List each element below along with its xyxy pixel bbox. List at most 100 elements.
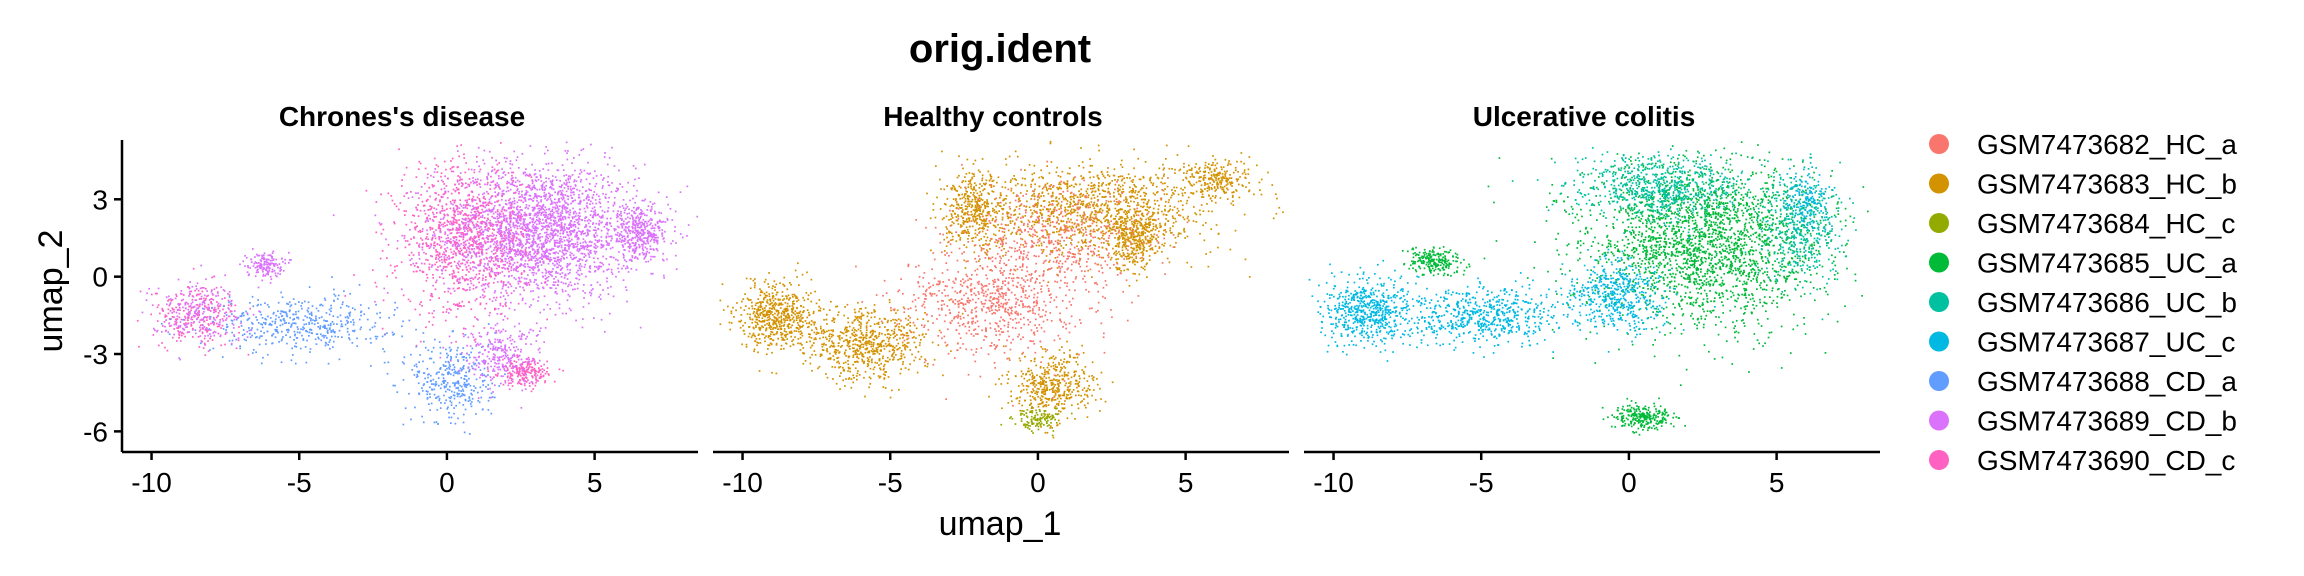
data-point [458,287,460,289]
data-point [508,181,510,184]
data-point [547,373,550,375]
data-point [467,214,470,216]
data-point [285,313,288,315]
data-point [512,223,515,226]
data-point [517,221,519,224]
data-point [476,208,478,210]
data-point [496,200,499,203]
data-point [526,358,529,360]
data-point [468,396,471,398]
data-point [386,257,388,259]
data-point [516,356,519,359]
data-point [510,207,512,210]
data-point [516,185,518,188]
data-point [600,174,602,176]
data-point [224,297,226,299]
data-point [308,317,311,319]
data-point [542,374,545,377]
data-point [511,181,514,184]
data-point [519,265,521,267]
data-point [572,258,575,261]
data-point [516,367,519,370]
data-point [201,331,204,334]
data-point [393,203,396,205]
data-point [470,229,473,232]
data-point [611,246,614,249]
data-point [617,188,619,191]
data-point [413,215,416,217]
data-point [290,326,292,328]
data-point [446,301,449,303]
data-point [526,185,529,188]
data-point [201,332,204,335]
data-point [332,329,334,331]
data-point [301,307,303,310]
data-point [542,227,544,230]
data-point [456,287,459,290]
data-point [525,192,528,194]
data-point [553,211,555,214]
data-point [555,272,557,274]
data-point [493,243,495,246]
data-point [616,225,619,228]
data-point [549,271,551,273]
data-point [588,198,590,201]
data-point [458,389,460,392]
data-point [286,342,288,345]
data-point [578,230,580,232]
data-point [502,319,505,321]
data-point [460,185,463,187]
data-point [445,203,448,205]
data-point [446,356,448,359]
data-point [631,256,634,259]
data-point [529,187,532,190]
data-point [521,246,524,248]
data-point [619,183,621,185]
data-point [478,183,481,186]
data-point [501,208,504,211]
data-point [628,220,630,223]
data-point [522,255,524,258]
data-point [593,206,596,209]
data-point [455,246,458,248]
data-point [351,307,354,309]
data-point [169,318,172,321]
data-point [589,172,591,175]
data-point [286,302,288,305]
data-point [199,328,202,331]
data-point [535,370,538,373]
data-point [519,285,521,288]
data-point [478,255,481,258]
data-point [648,232,650,235]
data-point [463,278,466,281]
data-point [553,264,556,267]
data-point [216,325,219,328]
data-point [279,312,282,315]
data-point [522,201,525,204]
data-point [212,347,215,350]
data-point [469,403,472,405]
data-point [545,208,548,211]
data-point [438,244,441,246]
data-point [534,373,536,376]
data-point [487,384,490,386]
data-point [620,223,622,226]
data-point [449,241,451,244]
data-point [516,354,519,357]
data-point [589,265,592,267]
data-point [302,326,304,329]
data-point [266,353,269,356]
data-point [192,327,194,330]
data-point [168,333,171,336]
data-point [515,253,518,255]
data-point [198,310,200,312]
data-point [526,363,529,366]
data-point [446,372,449,374]
data-point [611,146,613,149]
data-point [428,403,430,405]
data-point [219,305,221,307]
data-point [535,195,538,198]
data-point [533,281,536,283]
data-point [334,335,337,338]
data-point [556,225,558,227]
